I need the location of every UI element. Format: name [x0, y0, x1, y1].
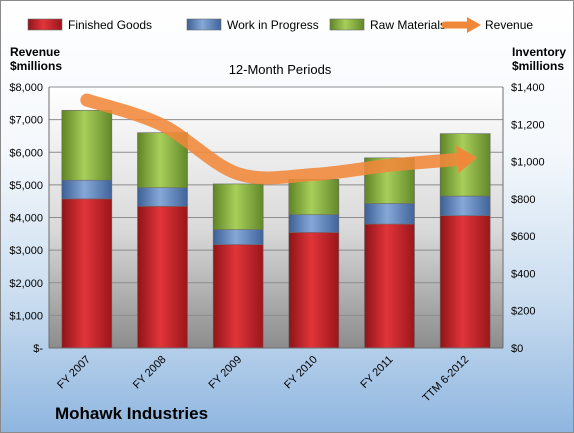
left-axis-title-line1: Revenue [10, 45, 61, 59]
bar-raw-materials [288, 178, 340, 216]
right-axis-title-line1: Inventory [512, 45, 567, 59]
bar-finished-goods [364, 223, 415, 349]
left-tick-label: $3,000 [9, 245, 43, 257]
legend-swatch [27, 18, 63, 31]
right-axis-title: Inventory $millions [512, 45, 566, 73]
left-tick-label: $5,000 [9, 180, 43, 192]
x-tick-label: FY 2009 [207, 354, 245, 392]
right-tick-label: $0 [511, 343, 523, 355]
left-tick-label: $2,000 [9, 278, 43, 290]
left-tick-label: $1,000 [9, 310, 43, 322]
revenue-line-path [80, 93, 472, 185]
bar-work-in-progress [137, 187, 188, 207]
x-tick-label: FY 2010 [282, 354, 320, 392]
x-tick-label: TTM 6-2012 [420, 354, 471, 405]
right-tick-label: $1,400 [511, 82, 545, 94]
bar-work-in-progress [364, 203, 415, 225]
bar-finished-goods [61, 198, 113, 349]
bar-finished-goods [212, 244, 264, 349]
x-tick-label: FY 2007 [55, 354, 93, 392]
legend-swatch [186, 18, 222, 31]
legend-arrow-head [467, 17, 481, 33]
revenue-arrow-head [455, 145, 478, 174]
legend-label: Raw Materials [370, 18, 446, 32]
x-tick-label: FY 2011 [358, 354, 395, 391]
bar-raw-materials [61, 110, 113, 181]
chart-subtitle: 12-Month Periods [228, 62, 332, 77]
legend-label: Revenue [485, 18, 533, 32]
right-tick-label: $1,200 [511, 119, 545, 131]
legend-label: Work in Progress [227, 18, 319, 32]
left-axis-title-line2: $millions [10, 59, 63, 73]
left-axis-title: Revenue $millions [10, 45, 62, 73]
bar-finished-goods [288, 232, 340, 349]
legend-swatch [329, 18, 365, 31]
left-tick-label: $7,000 [9, 115, 43, 127]
right-tick-label: $400 [511, 268, 535, 280]
left-tick-label: $6,000 [9, 147, 43, 159]
right-tick-label: $200 [511, 306, 535, 318]
bar-work-in-progress [288, 214, 340, 233]
left-tick-label: $4,000 [9, 213, 43, 225]
left-tick-label: $- [33, 343, 43, 355]
x-tick-label: FY 2008 [131, 354, 169, 392]
bar-finished-goods [137, 206, 188, 349]
left-tick-label: $8,000 [9, 82, 43, 94]
company-name: Mohawk Industries [55, 404, 209, 423]
right-axis-title-line2: $millions [512, 59, 565, 73]
bar-work-in-progress [61, 179, 113, 200]
right-tick-label: $600 [511, 231, 535, 243]
gridlines [49, 86, 503, 349]
legend: Finished Goods Work in Progress Raw Materi… [27, 17, 533, 33]
bar-raw-materials [212, 183, 264, 230]
right-tick-label: $1,000 [511, 157, 545, 169]
legend-label: Finished Goods [68, 18, 152, 32]
right-tick-label: $800 [511, 194, 535, 206]
bar-work-in-progress [212, 229, 264, 245]
revenue-line [80, 93, 478, 185]
bar-finished-goods [439, 215, 491, 349]
bar-work-in-progress [439, 195, 491, 216]
